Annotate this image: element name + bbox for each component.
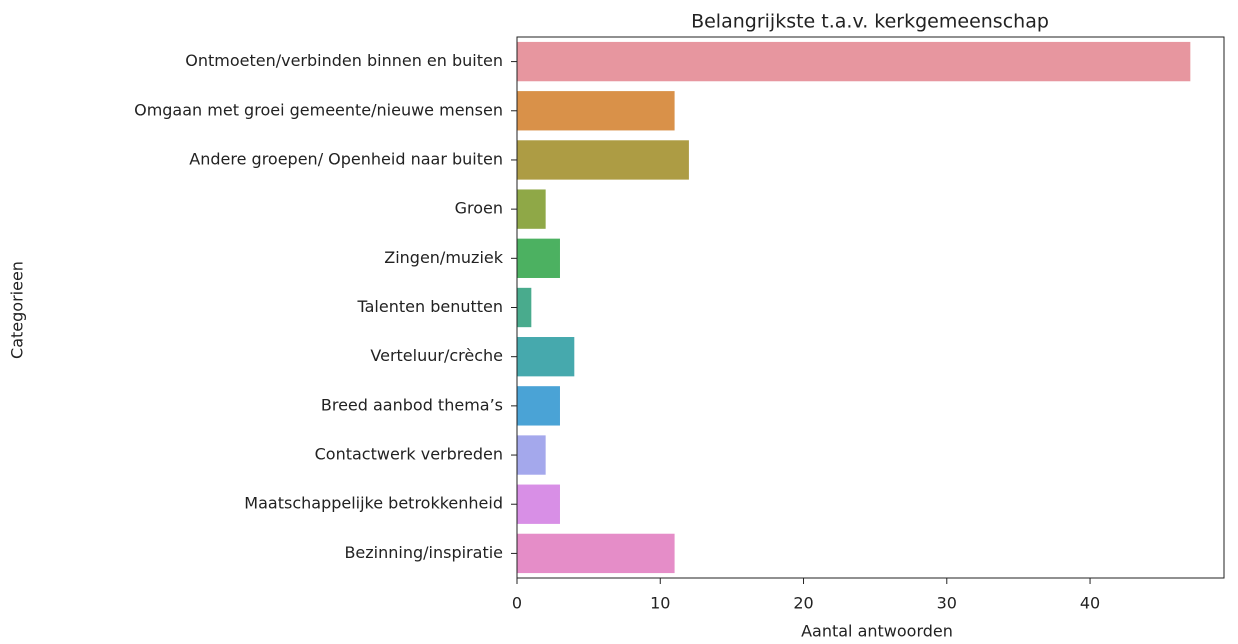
bar [517,140,689,180]
bar [517,41,1191,82]
y-tick-label: Zingen/muziek [384,248,503,267]
bar [517,337,575,377]
x-tick-label: 30 [937,594,957,613]
bar [517,386,560,426]
bar [517,189,546,229]
plot-frame [516,36,1225,579]
x-tick-label: 20 [793,594,813,613]
bar [517,533,675,574]
x-axis-label: Aantal antwoorden [801,622,953,641]
y-tick-label: Verteluur/crèche [370,346,503,365]
y-tick-label: Omgaan met groei gemeente/nieuwe mensen [134,100,503,119]
y-axis-label: Categorieen [8,261,27,359]
y-tick-label: Ontmoeten/verbinden binnen en buiten [185,51,503,70]
y-tick-label: Andere groepen/ Openheid naar buiten [189,149,503,168]
bar [517,435,546,475]
bar [517,484,560,524]
x-tick-label: 10 [650,594,670,613]
y-tick-label: Talenten benutten [356,297,503,316]
y-tick-label: Contactwerk verbreden [315,445,503,464]
y-tick-label: Breed aanbod thema’s [321,395,503,414]
y-tick-label: Maatschappelijke betrokkenheid [244,494,503,513]
bar [517,238,560,278]
y-tick-label: Groen [455,199,503,218]
bar [517,91,675,131]
bar [517,287,532,328]
y-tick-label: Bezinning/inspiratie [344,543,503,562]
chart-title: Belangrijkste t.a.v. kerkgemeenschap [691,11,1049,33]
x-tick-label: 0 [512,594,522,613]
x-tick-label: 40 [1080,594,1100,613]
